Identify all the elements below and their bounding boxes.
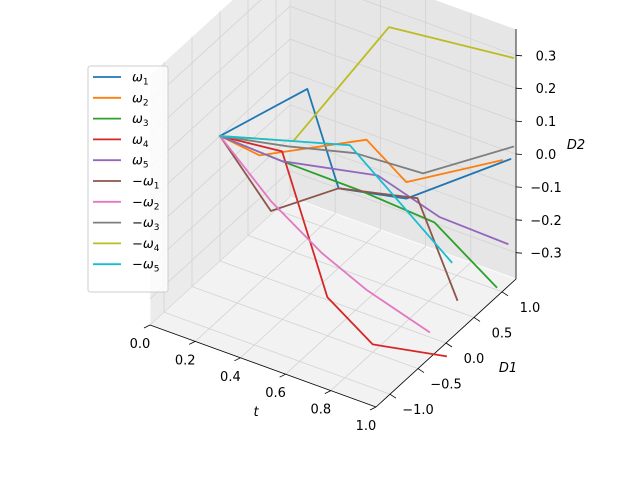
series-line-4 (218, 134, 448, 358)
series-lines (218, 26, 515, 358)
d2-tick (515, 87, 523, 90)
d2-tick-label: 0.0 (536, 148, 557, 163)
d2-tick (515, 120, 523, 123)
gridline-t (149, 0, 291, 326)
t-tick-label: 0.4 (220, 370, 241, 385)
d1-tick-label: 1.0 (520, 301, 541, 316)
d2-tick (515, 252, 523, 254)
axis-panes (149, 0, 517, 408)
legend-entry-label: ω1 (132, 71, 149, 88)
gridline-d2 (149, 170, 517, 299)
t-tick-label: 0.8 (310, 403, 331, 418)
gridline-d2 (149, 71, 517, 201)
legend-entry-label: ω2 (132, 91, 149, 108)
d2-tick (515, 54, 523, 57)
d2-tick-label: −0.1 (530, 181, 562, 196)
t-tick (369, 406, 377, 411)
t-tick (324, 390, 331, 394)
d2-tick (515, 153, 523, 155)
d2-tick-label: 0.2 (536, 82, 557, 97)
gridline-d2 (149, 5, 517, 135)
gridline-t (330, 12, 472, 391)
series-line-7 (218, 134, 431, 334)
gridline-d1 (219, 11, 447, 344)
d1-tick (417, 368, 425, 373)
t-tick (279, 373, 286, 378)
t-tick (143, 324, 151, 329)
d2-tick-label: 0.1 (536, 115, 557, 130)
d2-axis-label: D2 (567, 138, 585, 153)
legend-entry-label: ω5 (132, 154, 149, 171)
series-line-8 (218, 134, 515, 175)
d1-tick-label: 0.0 (464, 352, 485, 367)
d2-tick-label: −0.2 (530, 214, 562, 229)
axes: 0.00.20.40.60.81.0t −1.0−0.50.00.51.0D1−0… (130, 29, 585, 434)
gridline-t (240, 0, 381, 359)
gridline-d2 (149, 38, 517, 168)
series-line-10 (219, 135, 453, 264)
legend-entry-label: −ω5 (132, 258, 160, 275)
t-tick-label: 0.2 (175, 353, 196, 368)
gridline-d1 (247, 0, 475, 318)
t-tick-label: 1.0 (356, 419, 377, 434)
d2-tick-label: −0.3 (530, 247, 562, 262)
d1-axis-label: D1 (499, 361, 517, 376)
gridline-t (285, 0, 427, 375)
legend-entry-label: ω4 (132, 133, 149, 150)
d1-tick-label: −1.0 (402, 403, 434, 418)
series-line-5 (218, 134, 509, 246)
gridline-d1 (191, 36, 419, 369)
gridline-d2 (149, 0, 517, 102)
legend-entry-label: −ω4 (132, 237, 160, 254)
d1-tick-label: −0.5 (430, 378, 462, 393)
d2-tick (515, 186, 523, 188)
legend-box (87, 65, 169, 293)
legend-entry-label: −ω3 (132, 216, 160, 233)
d2-tick-label: 0.3 (536, 49, 557, 64)
t-axis-line (149, 324, 377, 408)
t-tick (189, 341, 196, 345)
d1-tick (501, 291, 509, 297)
legend: ω1 ω2 ω3 ω4 ω5 −ω1 −ω2 −ω3 −ω4 −ω5 (87, 65, 169, 293)
gridline-t (194, 0, 336, 342)
legend-entry-label: −ω2 (132, 195, 160, 212)
t-tick-label: 0.6 (265, 386, 286, 401)
legend-entry-label: −ω1 (132, 175, 160, 192)
d1-tick (473, 317, 481, 322)
t-tick-label: 0.0 (130, 337, 151, 352)
d1-tick-label: 0.5 (492, 326, 513, 341)
series-line-2 (218, 134, 504, 184)
series-line-6 (218, 134, 459, 302)
gridline-d2 (149, 104, 517, 234)
d1-tick (445, 342, 453, 348)
t-tick (234, 357, 241, 362)
legend-entry-label: ω3 (132, 112, 149, 129)
t-axis-label: t (253, 405, 259, 420)
d1-tick (389, 393, 397, 399)
d2-tick (515, 219, 523, 221)
gridline-d2 (149, 137, 517, 267)
